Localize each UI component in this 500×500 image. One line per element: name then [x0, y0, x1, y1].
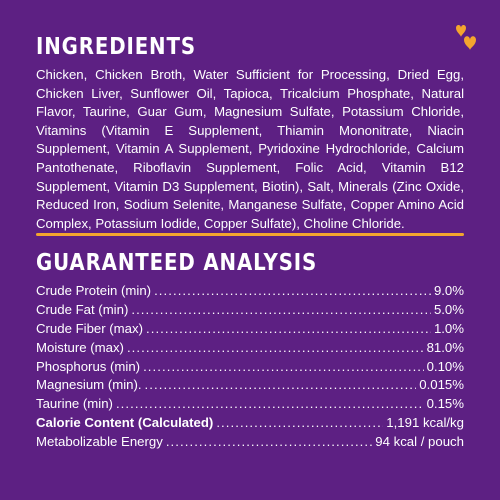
analysis-row-taurine: Taurine (min) 0.15%: [36, 395, 464, 414]
analysis-row-moisture: Moisture (max) 81.0%: [36, 339, 464, 358]
guaranteed-analysis-table: Crude Protein (min) 9.0% Crude Fat (min)…: [36, 282, 464, 414]
analysis-row-crude-protein: Crude Protein (min) 9.0%: [36, 282, 464, 301]
metabolizable-energy-row: Metabolizable Energy 94 kcal / pouch: [36, 433, 464, 452]
calorie-label: Calorie Content (Calculated): [36, 415, 214, 430]
ingredients-heading: INGREDIENTS: [36, 34, 196, 60]
analysis-row-crude-fiber: Crude Fiber (max) 1.0%: [36, 320, 464, 339]
analysis-label: Magnesium (min).: [36, 377, 142, 393]
dot-leader: [154, 282, 431, 301]
analysis-label: Taurine (min): [36, 396, 113, 412]
dot-leader: [166, 433, 372, 452]
analysis-label: Crude Fat (min): [36, 301, 129, 317]
analysis-value: 0.10%: [426, 358, 464, 374]
analysis-value: 81.0%: [426, 339, 464, 355]
dot-leader: [146, 320, 431, 339]
ingredients-list: Chicken, Chicken Broth, Water Sufficient…: [36, 67, 464, 231]
dot-leader: [216, 414, 383, 433]
analysis-label: Moisture (max): [36, 339, 124, 355]
analysis-value: 9.0%: [433, 283, 464, 298]
analysis-row-crude-fat: Crude Fat (min) 5.0%: [36, 301, 464, 320]
analysis-row-magnesium: Magnesium (min). 0.015%: [36, 376, 464, 395]
section-divider: [36, 233, 464, 236]
calorie-content-row: Calorie Content (Calculated) 1,191 kcal/…: [36, 414, 464, 433]
calorie-content-table: Calorie Content (Calculated) 1,191 kcal/…: [36, 414, 464, 452]
energy-label: Metabolizable Energy: [36, 433, 163, 449]
dot-leader: [143, 358, 424, 377]
dot-leader: [131, 301, 431, 320]
analysis-row-phosphorus: Phosphorus (min) 0.10%: [36, 358, 464, 377]
dot-leader: [116, 395, 424, 414]
dot-leader: [127, 339, 424, 358]
dot-leader: [145, 376, 417, 395]
analysis-label: Crude Protein (min): [36, 283, 152, 298]
guaranteed-analysis-heading: GUARANTEED ANALYSIS: [36, 250, 318, 276]
analysis-value: 5.0%: [433, 301, 464, 317]
calorie-value: 1,191 kcal/kg: [386, 415, 464, 430]
analysis-label: Phosphorus (min): [36, 358, 141, 374]
analysis-label: Crude Fiber (max): [36, 320, 143, 336]
energy-value: 94 kcal / pouch: [375, 433, 464, 449]
analysis-value: 0.15%: [426, 396, 464, 412]
analysis-value: 0.015%: [419, 377, 464, 393]
analysis-value: 1.0%: [433, 320, 464, 336]
hearts-icon: [456, 25, 476, 50]
